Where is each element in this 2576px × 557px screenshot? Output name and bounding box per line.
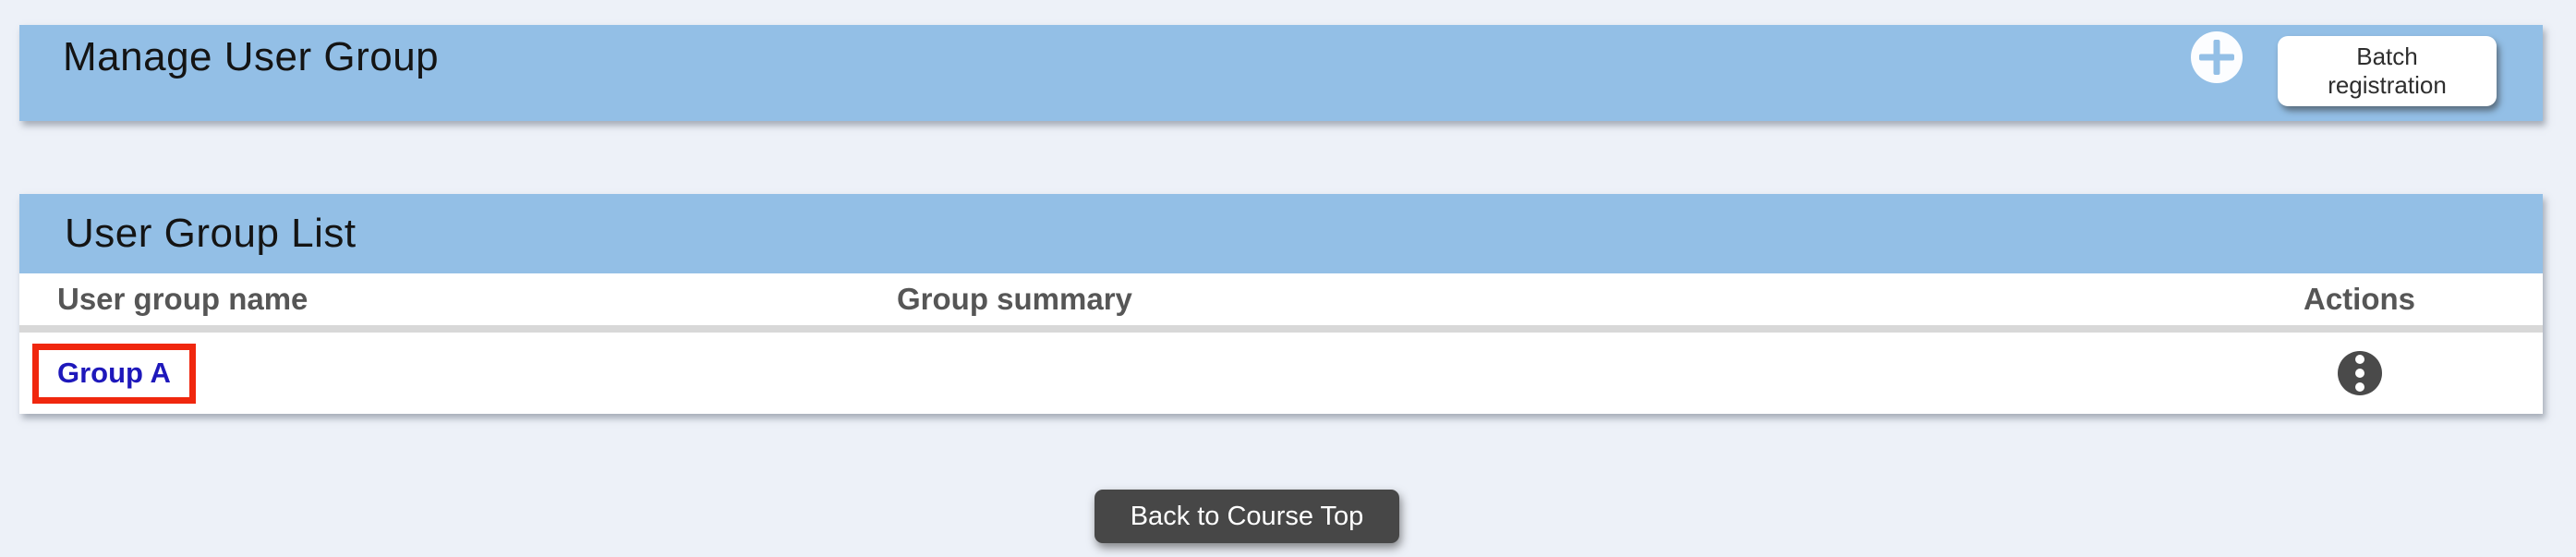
highlight-box: Group A [32,343,196,404]
page-title: Manage User Group [63,34,440,79]
group-actions-cell [2176,351,2543,395]
table-header-row: User group name Group summary Actions [19,273,2543,325]
section-title: User Group List [65,211,357,256]
plus-icon [2199,40,2234,75]
kebab-menu-icon [2354,369,2364,378]
user-group-list-card: User Group List User group name Group su… [19,194,2543,414]
back-to-course-top-button[interactable]: Back to Course Top [1094,490,1399,543]
column-header-actions: Actions [2303,282,2415,316]
batch-registration-button[interactable]: Batch registration [2278,36,2497,106]
group-name-cell: Group A [19,343,897,404]
add-group-button[interactable] [2191,31,2243,83]
table-row: Group A [19,333,2543,414]
group-link[interactable]: Group A [57,357,171,389]
separator-line [19,325,2543,333]
column-header-group-summary: Group summary [897,282,1132,316]
page-header-bar: Manage User Group Batch registration [19,25,2543,121]
column-header-user-group-name: User group name [57,282,308,316]
actions-menu-button[interactable] [2337,351,2382,395]
user-group-list-header: User Group List [19,194,2543,273]
